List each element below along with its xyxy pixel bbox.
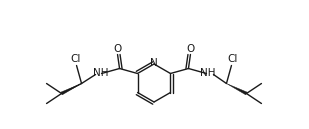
Text: Cl: Cl xyxy=(227,54,238,63)
Text: Cl: Cl xyxy=(70,54,81,63)
Polygon shape xyxy=(61,83,82,95)
Text: NH: NH xyxy=(93,67,108,78)
Text: O: O xyxy=(186,45,195,54)
Polygon shape xyxy=(226,83,247,95)
Text: NH: NH xyxy=(200,67,215,78)
Text: N: N xyxy=(150,58,158,68)
Text: O: O xyxy=(113,45,122,54)
